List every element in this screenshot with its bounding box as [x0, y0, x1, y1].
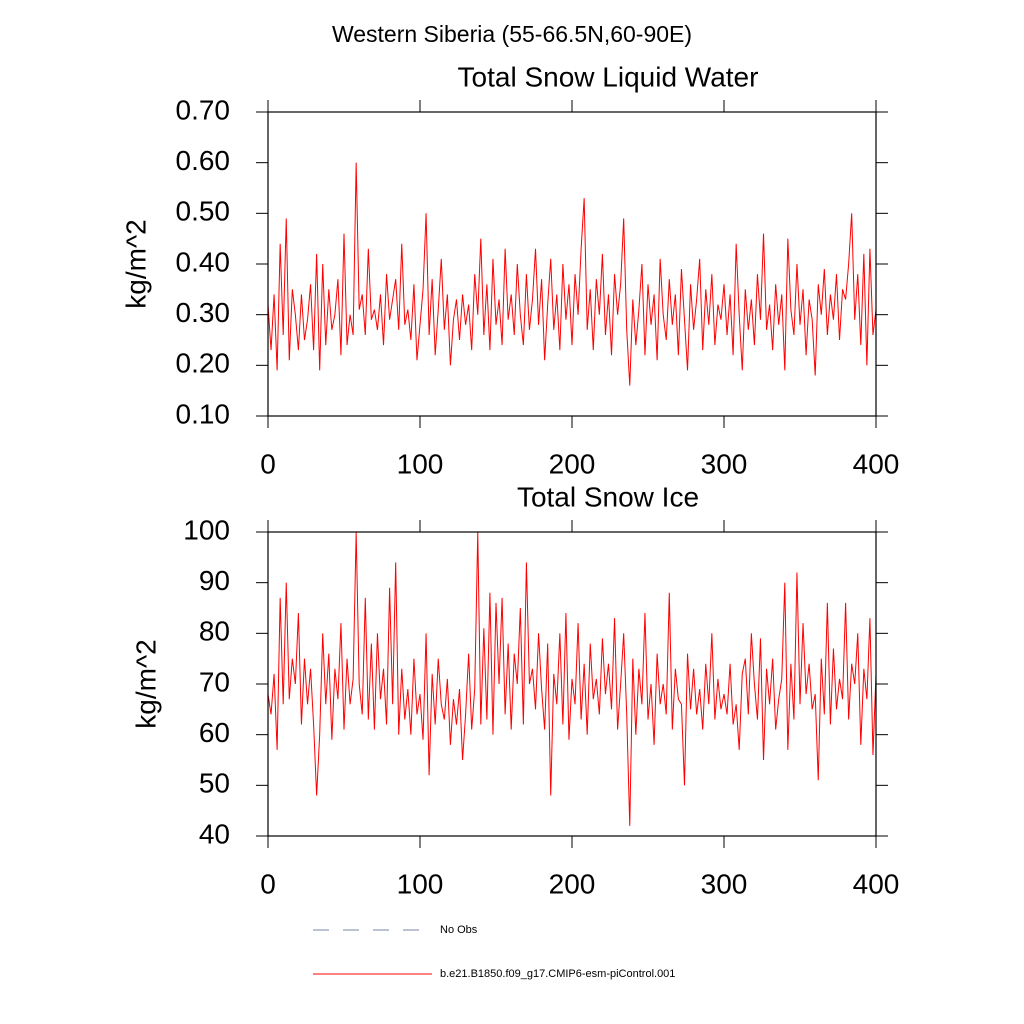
x-tick-label: 100 [397, 448, 444, 479]
y-tick-label: 90 [199, 565, 230, 596]
y-tick-label: 0.40 [176, 246, 231, 277]
y-axis-label: kg/m^2 [130, 639, 161, 728]
y-tick-label: 0.20 [176, 348, 231, 379]
y-tick-label: 60 [199, 717, 230, 748]
x-tick-label: 400 [853, 868, 900, 899]
x-tick-label: 100 [397, 868, 444, 899]
y-tick-label: 100 [183, 514, 230, 545]
y-tick-label: 50 [199, 768, 230, 799]
x-tick-label: 0 [260, 448, 276, 479]
y-tick-label: 0.30 [176, 297, 231, 328]
y-tick-label: 70 [199, 666, 230, 697]
x-tick-label: 300 [701, 868, 748, 899]
y-tick-label: 0.50 [176, 196, 231, 227]
y-tick-label: 0.70 [176, 94, 231, 125]
y-tick-label: 40 [199, 818, 230, 849]
data-line [267, 531, 877, 826]
x-tick-label: 400 [853, 448, 900, 479]
y-tick-label: 0.60 [176, 145, 231, 176]
chart-title: Total Snow Liquid Water [458, 61, 759, 92]
x-tick-label: 200 [549, 868, 596, 899]
y-tick-label: 0.10 [176, 398, 231, 429]
figure-title: Western Siberia (55-66.5N,60-90E) [332, 21, 692, 47]
legend-label: b.e21.B1850.f09_g17.CMIP6-esm-piControl.… [440, 968, 675, 980]
legend-label: No Obs [440, 924, 478, 936]
data-line [267, 162, 877, 386]
y-tick-label: 80 [199, 616, 230, 647]
chart-title: Total Snow Ice [517, 481, 699, 512]
x-tick-label: 200 [549, 448, 596, 479]
x-tick-label: 300 [701, 448, 748, 479]
y-axis-label: kg/m^2 [120, 219, 151, 308]
x-tick-label: 0 [260, 868, 276, 899]
